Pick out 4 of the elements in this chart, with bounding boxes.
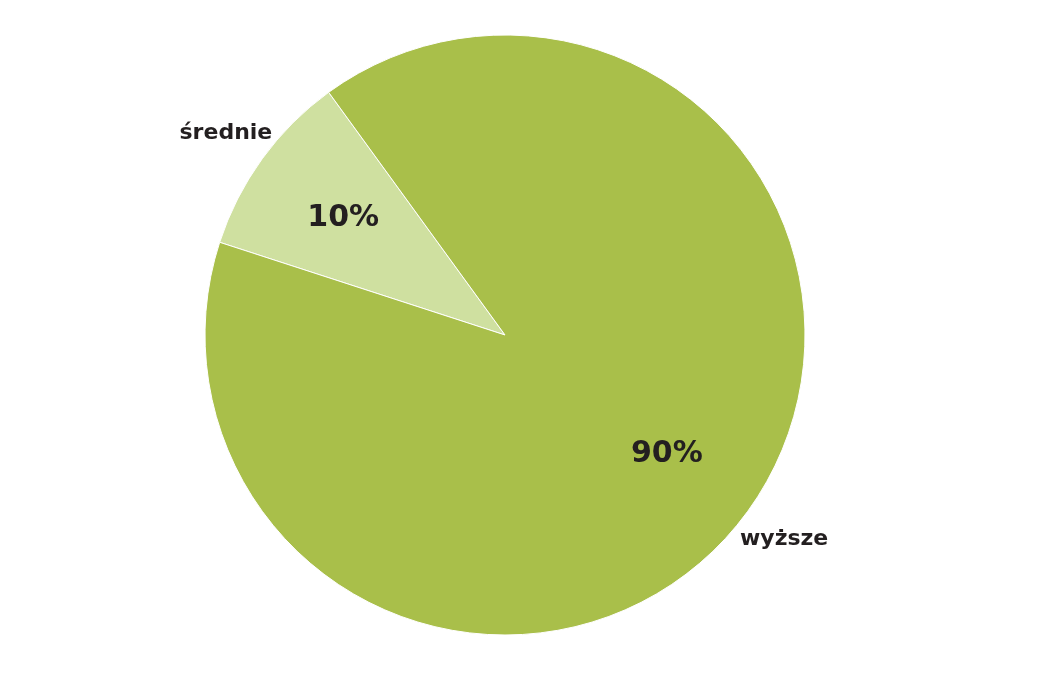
slice-label: średnie [179,119,273,145]
data-label: 90% [630,433,703,469]
data-label: 10% [307,198,380,234]
slice-label: wyższe [739,524,829,550]
